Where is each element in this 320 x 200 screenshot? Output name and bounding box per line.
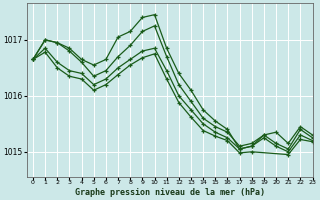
- X-axis label: Graphe pression niveau de la mer (hPa): Graphe pression niveau de la mer (hPa): [75, 188, 265, 197]
